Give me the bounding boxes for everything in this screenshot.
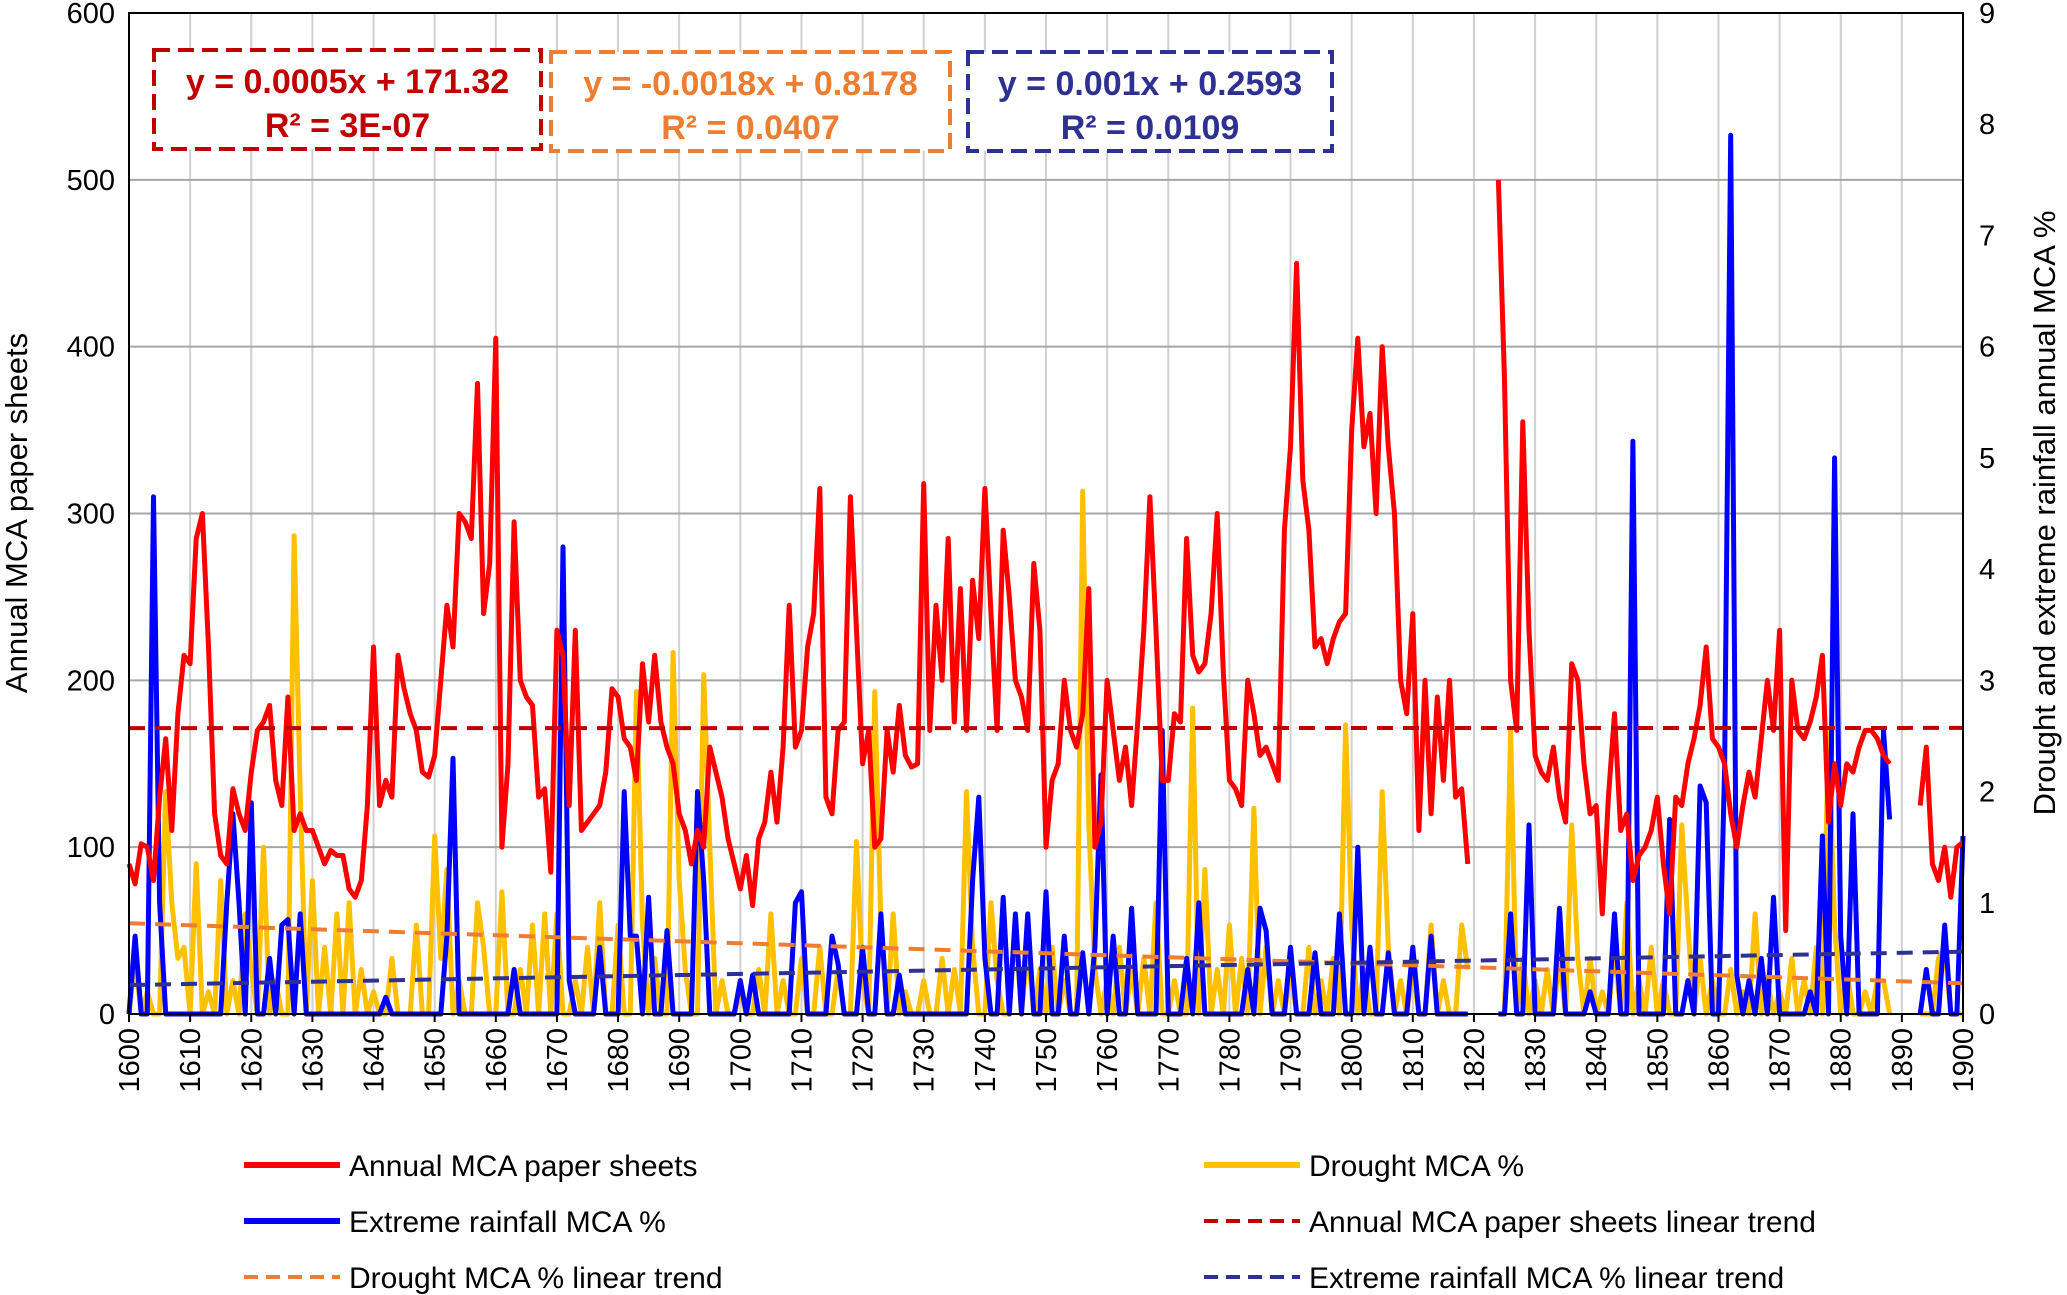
y2-axis-title: Drought and extreme rainfall annual MCA … (2027, 211, 2062, 816)
y-tick-label: 600 (67, 0, 115, 30)
y2-tick-label: 4 (1979, 554, 1995, 586)
x-tick-label: 1710 (786, 1028, 818, 1093)
trendline-rainfall (128, 949, 1964, 988)
x-tick-label: 1650 (420, 1028, 452, 1093)
x-tick-label: 1790 (1276, 1028, 1308, 1093)
x-tick-label: 1620 (236, 1028, 268, 1093)
y2-tick-label: 5 (1979, 443, 1995, 475)
x-tick-label: 1740 (970, 1028, 1002, 1093)
x-tick-label: 1890 (1887, 1028, 1919, 1093)
x-tick-label: 1700 (725, 1028, 757, 1093)
legend-label: Drought MCA % linear trend (349, 1262, 723, 1295)
x-tick-label: 1640 (359, 1028, 391, 1093)
x-tick-label: 1720 (848, 1028, 880, 1093)
x-tick-label: 1870 (1765, 1028, 1797, 1093)
y-tick-label: 0 (99, 999, 115, 1031)
x-tick-label: 1660 (481, 1028, 513, 1093)
x-tick-label: 1680 (603, 1028, 635, 1093)
trend-r2: R² = 3E-07 (265, 107, 430, 145)
y2-tick-label: 2 (1979, 777, 1995, 809)
legend-label: Extreme rainfall MCA % (349, 1206, 666, 1239)
x-tick-label: 1780 (1214, 1028, 1246, 1093)
y-axis-ticks: 0 100 200 300 400 500 600 (67, 0, 115, 1031)
x-tick-label: 1770 (1153, 1028, 1185, 1093)
y-tick-label: 200 (67, 665, 115, 697)
trend-equation: y = 0.0005x + 171.32 (186, 63, 509, 101)
legend-label: Annual MCA paper sheets linear trend (1309, 1206, 1816, 1239)
x-tick-label: 1750 (1031, 1028, 1063, 1093)
x-tick-label: 1690 (664, 1028, 696, 1093)
x-tick-label: 1850 (1642, 1028, 1674, 1093)
y2-tick-label: 3 (1979, 665, 1995, 697)
y-tick-label: 500 (67, 165, 115, 197)
y-tick-label: 400 (67, 332, 115, 364)
legend: Annual MCA paper sheets Drought MCA % Extr… (244, 1150, 1816, 1295)
legend-label: Drought MCA % (1309, 1150, 1524, 1183)
y2-tick-label: 9 (1979, 0, 1995, 30)
equation-box-rainfall (966, 50, 1334, 153)
x-axis-ticks: 1600 1610 1620 1630 1640 1650 1660 1670 1680 1690… (114, 1014, 1980, 1093)
y2-tick-label: 6 (1979, 332, 1995, 364)
x-tick-label: 1860 (1703, 1028, 1735, 1093)
trendline-drought (128, 921, 1964, 986)
y-tick-label: 300 (67, 499, 115, 531)
y2-tick-label: 7 (1979, 220, 1995, 252)
x-tick-label: 1610 (175, 1028, 207, 1093)
x-tick-label: 1600 (114, 1028, 146, 1093)
trend-equation: y = -0.0018x + 0.8178 (583, 65, 918, 103)
x-tick-label: 1900 (1948, 1028, 1980, 1093)
legend-label: Extreme rainfall MCA % linear trend (1309, 1262, 1784, 1295)
x-tick-label: 1800 (1337, 1028, 1369, 1093)
x-tick-label: 1880 (1826, 1028, 1858, 1093)
trend-r2: R² = 0.0109 (1061, 109, 1240, 147)
y-tick-label: 100 (67, 832, 115, 864)
x-tick-label: 1840 (1581, 1028, 1613, 1093)
legend-label: Annual MCA paper sheets (349, 1150, 698, 1183)
gridlines (128, 12, 1964, 1015)
x-tick-label: 1830 (1520, 1028, 1552, 1093)
x-tick-label: 1820 (1459, 1028, 1491, 1093)
x-tick-label: 1730 (909, 1028, 941, 1093)
x-tick-label: 1810 (1398, 1028, 1430, 1093)
series-line-annual (126, 179, 1965, 934)
y2-tick-label: 1 (1979, 888, 1995, 920)
y2-tick-label: 0 (1979, 999, 1995, 1031)
y2-axis-ticks: 0 1 2 3 4 5 6 7 8 9 (1979, 0, 1995, 1031)
trend-equation: y = 0.001x + 0.2593 (998, 65, 1302, 103)
y-axis-title: Annual MCA paper sheets (0, 333, 34, 693)
y2-tick-label: 8 (1979, 109, 1995, 141)
equation-box-drought (549, 50, 952, 153)
equation-box-annual (152, 48, 543, 151)
x-tick-label: 1760 (1092, 1028, 1124, 1093)
trend-r2: R² = 0.0407 (661, 109, 840, 147)
x-tick-label: 1670 (542, 1028, 574, 1093)
x-tick-label: 1630 (297, 1028, 329, 1093)
trend-equation-boxes: y = 0.0005x + 171.32 R² = 3E-07 y = -0.001… (152, 48, 1334, 153)
